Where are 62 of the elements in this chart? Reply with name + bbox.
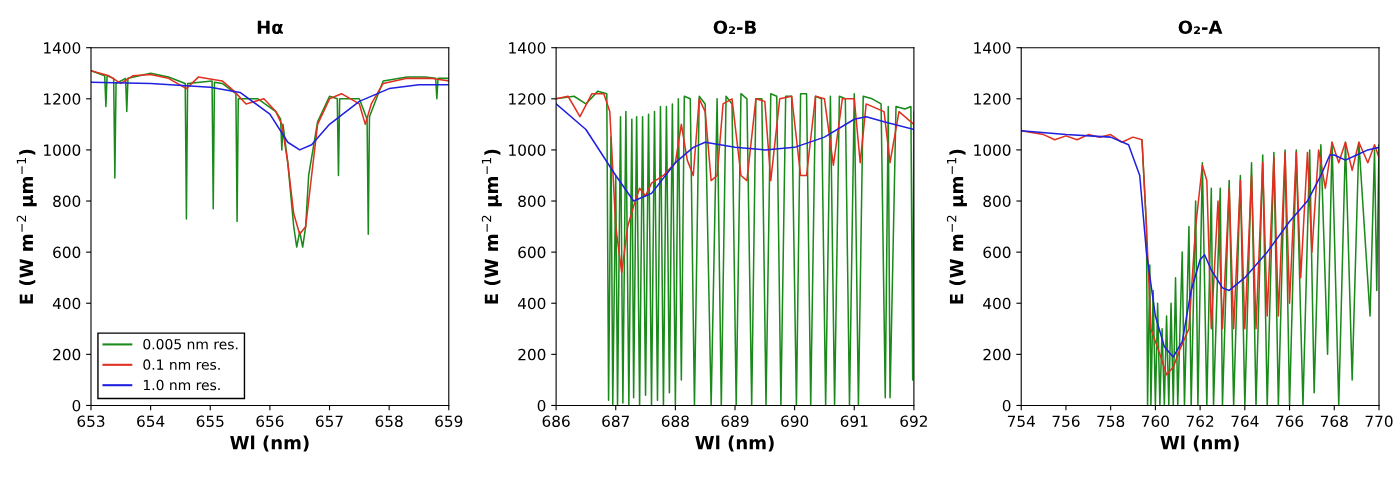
x-tick-label: 654 xyxy=(137,415,165,427)
x-tick-label: 657 xyxy=(316,415,343,427)
y-tick-label: 800 xyxy=(983,195,1011,208)
y-tick-label: 1000 xyxy=(509,144,546,156)
y-tick-label: 1000 xyxy=(44,144,81,156)
y-tick-label: 400 xyxy=(983,297,1011,310)
y-tick-label: 400 xyxy=(517,297,546,310)
y-tick-label: 600 xyxy=(983,246,1011,259)
y-axis-title: E (W m$^{−2}$ µm$^{−1}$) xyxy=(481,149,502,304)
x-tick-label: 658 xyxy=(375,415,403,427)
x-tick-label: 770 xyxy=(1365,415,1393,427)
chart-title: Hα xyxy=(257,20,283,35)
x-tick-label: 689 xyxy=(721,415,749,427)
x-tick-label: 688 xyxy=(661,415,689,427)
chart-title: O₂-B xyxy=(713,20,756,35)
line-series xyxy=(91,81,449,151)
y-tick-label: 600 xyxy=(53,246,81,259)
y-tick-label: 400 xyxy=(52,297,81,310)
x-tick-label: 758 xyxy=(1097,415,1125,427)
y-tick-label: 0 xyxy=(1002,399,1011,412)
y-tick-label: 1400 xyxy=(974,42,1011,54)
x-tick-label: 690 xyxy=(781,415,809,427)
x-tick-label: 686 xyxy=(542,415,570,427)
y-tick-label: 1200 xyxy=(509,93,546,105)
x-tick-label: 764 xyxy=(1231,415,1259,427)
legend-label: 1.0 nm res. xyxy=(143,379,220,391)
y-axis-title: E (W m$^{−2}$ µm$^{−1}$) xyxy=(16,149,37,304)
y-tick-label: 1000 xyxy=(974,144,1011,156)
legend-label: 0.005 nm res. xyxy=(143,338,238,350)
y-tick-label: 200 xyxy=(53,348,81,361)
x-tick-label: 687 xyxy=(602,415,630,427)
x-tick-label: 768 xyxy=(1320,415,1348,427)
x-tick-label: 691 xyxy=(840,415,868,427)
x-tick-label: 766 xyxy=(1276,415,1304,427)
x-tick-label: 760 xyxy=(1142,415,1169,427)
y-tick-label: 800 xyxy=(518,195,546,208)
y-tick-label: 1400 xyxy=(509,42,546,54)
x-tick-label: 656 xyxy=(256,415,284,427)
y-tick-label: 0 xyxy=(537,399,546,412)
x-axis-title: Wl (nm) xyxy=(230,435,309,452)
y-tick-label: 200 xyxy=(518,348,546,361)
y-tick-label: 600 xyxy=(518,246,546,259)
y-tick-label: 1400 xyxy=(44,42,81,54)
x-tick-label: 756 xyxy=(1052,415,1080,427)
chart-title: O₂-A xyxy=(1178,20,1223,35)
x-tick-label: 762 xyxy=(1186,415,1214,427)
legend-label: 0.1 nm res. xyxy=(143,359,220,370)
x-axis-title: Wl (nm) xyxy=(1160,435,1239,452)
y-tick-label: 200 xyxy=(983,348,1011,361)
y-tick-label: 1200 xyxy=(974,93,1011,105)
x-tick-label: 659 xyxy=(435,415,463,427)
x-tick-label: 653 xyxy=(77,415,105,427)
y-axis-title: E (W m$^{−2}$ µm$^{−1}$) xyxy=(946,149,967,304)
x-tick-label: 692 xyxy=(900,415,927,427)
line-series xyxy=(556,92,914,274)
y-tick-label: 1200 xyxy=(44,93,81,105)
y-tick-label: 0 xyxy=(72,399,81,412)
x-axis-title: Wl (nm) xyxy=(695,435,774,452)
x-tick-label: 655 xyxy=(196,415,224,427)
line-series xyxy=(556,103,914,202)
y-tick-label: 800 xyxy=(53,195,81,208)
x-tick-label: 754 xyxy=(1007,415,1035,427)
